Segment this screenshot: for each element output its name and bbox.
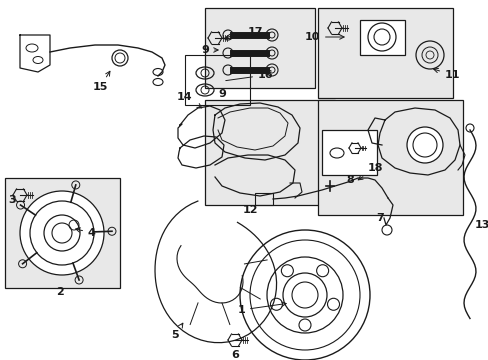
Text: 14: 14 bbox=[177, 92, 202, 108]
Text: 4: 4 bbox=[76, 228, 96, 238]
Bar bbox=[204, 8, 314, 88]
Circle shape bbox=[281, 265, 293, 277]
Text: 7: 7 bbox=[375, 213, 383, 223]
Bar bbox=[254, 193, 272, 205]
Bar bbox=[184, 55, 249, 105]
Text: 1: 1 bbox=[237, 302, 285, 315]
Circle shape bbox=[367, 23, 395, 51]
Text: 6: 6 bbox=[231, 350, 239, 360]
Circle shape bbox=[316, 265, 328, 277]
Text: 11: 11 bbox=[433, 68, 460, 80]
Circle shape bbox=[298, 319, 310, 331]
Circle shape bbox=[20, 191, 104, 275]
Text: 12: 12 bbox=[242, 205, 257, 215]
Text: 13: 13 bbox=[474, 220, 488, 230]
Text: 10: 10 bbox=[304, 32, 344, 42]
Circle shape bbox=[44, 215, 80, 251]
Text: 8: 8 bbox=[346, 175, 353, 185]
Circle shape bbox=[406, 127, 442, 163]
Circle shape bbox=[112, 50, 128, 66]
Text: 5: 5 bbox=[171, 323, 183, 340]
Circle shape bbox=[283, 273, 326, 317]
Text: 9: 9 bbox=[201, 45, 218, 55]
Text: 9: 9 bbox=[218, 89, 225, 99]
Text: 16: 16 bbox=[225, 70, 273, 81]
Bar bbox=[5, 178, 120, 288]
Bar bbox=[204, 100, 334, 205]
Text: 2: 2 bbox=[56, 287, 64, 297]
Text: 17: 17 bbox=[225, 27, 263, 39]
Text: 15: 15 bbox=[92, 71, 110, 92]
Bar bbox=[317, 8, 452, 98]
Text: 18: 18 bbox=[358, 163, 383, 180]
Circle shape bbox=[270, 298, 282, 310]
Bar bbox=[359, 20, 404, 55]
Circle shape bbox=[327, 298, 339, 310]
Bar bbox=[321, 130, 376, 175]
Text: 3: 3 bbox=[8, 195, 16, 205]
Bar bbox=[317, 100, 462, 215]
